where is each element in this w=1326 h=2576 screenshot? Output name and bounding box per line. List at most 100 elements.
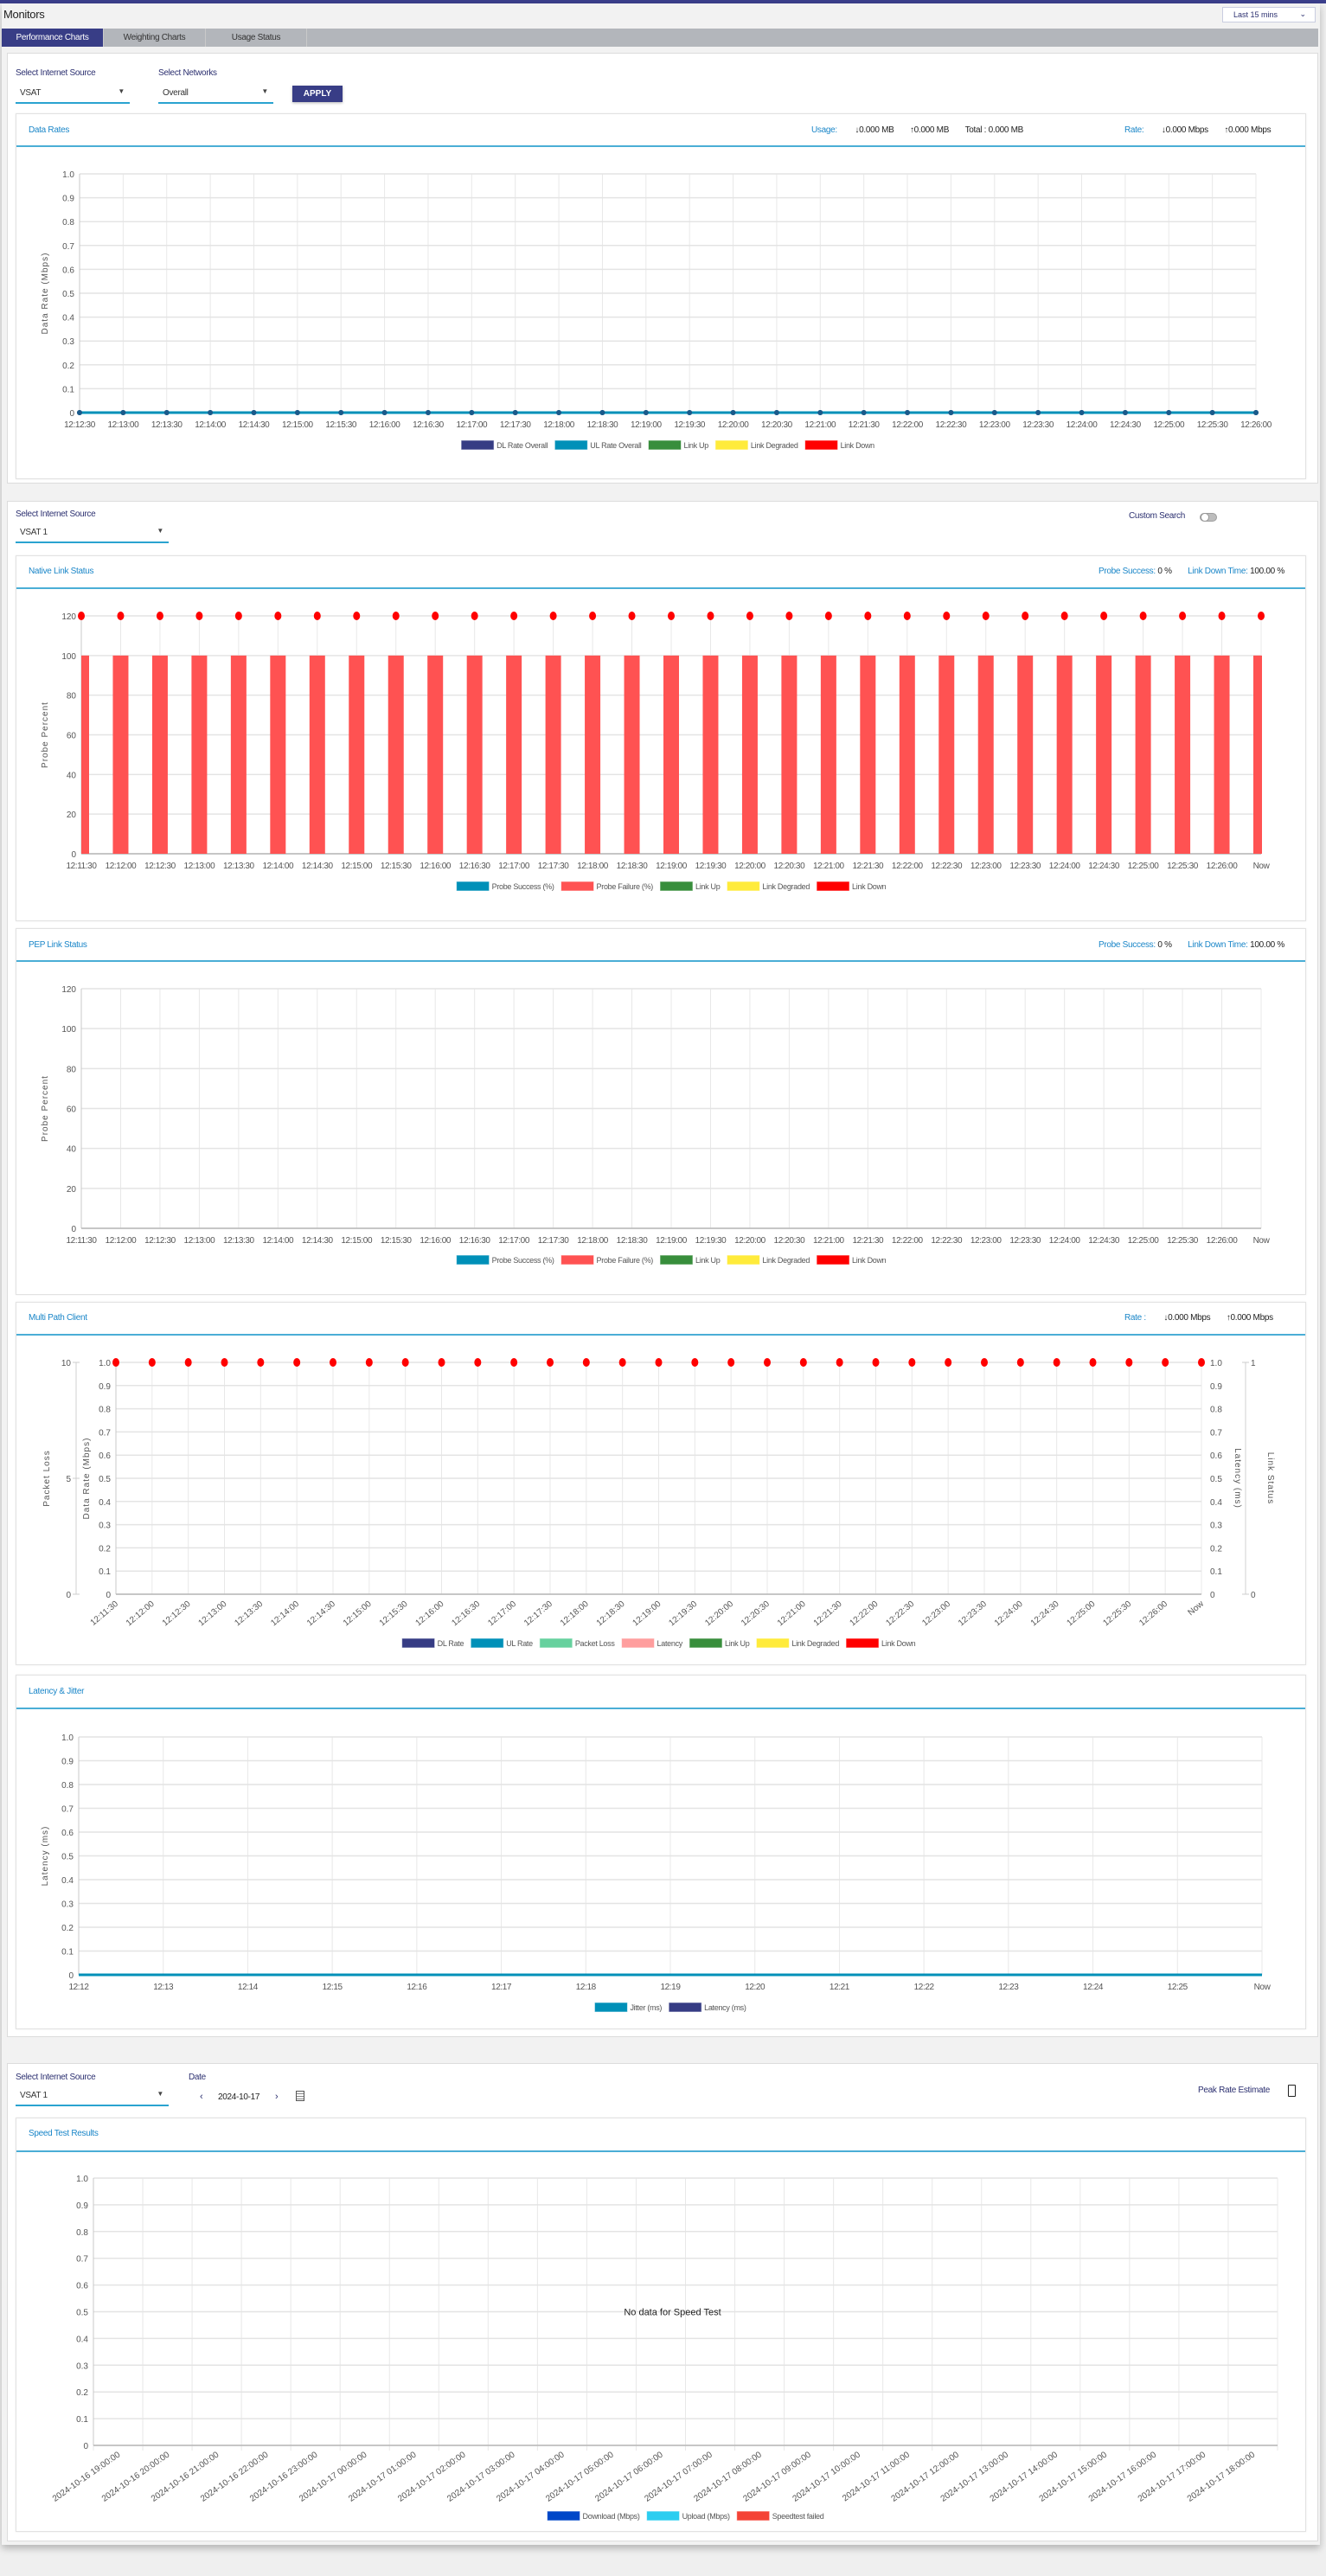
x-tick-label: 12:14:30 xyxy=(239,420,271,430)
bar xyxy=(230,655,247,854)
apply-button[interactable]: APPLY xyxy=(292,86,343,102)
link-source-select[interactable]: VSAT 1 ▼ xyxy=(16,522,169,543)
x-tick-label: 12:15 xyxy=(323,1983,343,1992)
x-tick-label: 12:21:30 xyxy=(849,420,881,430)
link-down-marker xyxy=(1022,612,1029,620)
y-tick-label: 80 xyxy=(67,692,77,702)
legend-swatch xyxy=(593,2002,628,2013)
y-tick-label: 0.8 xyxy=(62,218,74,227)
link-down-marker xyxy=(330,1358,336,1367)
x-tick-label: 12:16 xyxy=(407,1983,427,1992)
legend-swatch xyxy=(726,881,760,892)
legend-swatch xyxy=(668,2002,702,2013)
legend-label: Download (Mbps) xyxy=(583,2512,640,2521)
y-tick-label: 0.5 xyxy=(62,290,74,299)
link-down-marker xyxy=(872,1358,880,1367)
x-tick-label: 12:20:00 xyxy=(718,420,750,430)
y-tick-label: 100 xyxy=(61,652,76,662)
legend-label: Link Down xyxy=(852,882,887,891)
link-down-marker xyxy=(903,612,911,620)
prev-date-icon[interactable]: ‹ xyxy=(200,2092,203,2102)
legend-label: Link Down xyxy=(841,441,875,450)
chart-legend: Probe Success (%) Probe Failure (%) Link U… xyxy=(456,881,887,892)
extra-axis-tick-label: 10 xyxy=(61,1359,72,1368)
x-tick-label: 12:15:00 xyxy=(342,1599,374,1629)
y-tick-label: 0.5 xyxy=(99,1475,111,1484)
y-tick-label: 1.0 xyxy=(61,1733,74,1743)
y-tick-label: 0.2 xyxy=(62,362,74,371)
card-divider xyxy=(16,2150,1305,2152)
time-range-dropdown[interactable]: Last 15 mins ⌄ xyxy=(1222,7,1316,22)
y-tick-label: 0.7 xyxy=(76,2255,88,2265)
x-tick-label: 12:17:00 xyxy=(456,420,488,430)
x-tick-label: 12:19:00 xyxy=(656,1236,688,1246)
tab-performance-charts[interactable]: Performance Charts xyxy=(2,29,104,47)
next-date-icon[interactable]: › xyxy=(275,2092,279,2102)
extra-axis-tick-label: 0 xyxy=(66,1591,71,1600)
legend-swatch xyxy=(561,1254,595,1266)
x-tick-label: 12:20:00 xyxy=(734,1236,766,1246)
chart-legend: DL Rate Overall UL Rate Overall Link Up Lin… xyxy=(460,439,875,451)
custom-search-toggle[interactable] xyxy=(1200,513,1217,522)
data-point xyxy=(163,410,170,415)
networks-select[interactable]: Overall ▼ xyxy=(158,83,273,104)
data-point xyxy=(948,410,954,415)
x-tick-label: 12:13:30 xyxy=(151,420,183,430)
data-point xyxy=(425,410,431,415)
legend-label: Link Down xyxy=(881,1639,916,1648)
peak-rate-checkbox[interactable] xyxy=(1288,2085,1296,2097)
data-point xyxy=(208,410,214,415)
x-tick-label: 12:23 xyxy=(998,1983,1019,1992)
y-tick-label: 0 xyxy=(106,1591,111,1600)
x-tick-label: 12:26:00 xyxy=(1207,1236,1239,1246)
x-tick-label: 12:15:30 xyxy=(381,862,413,871)
x-tick-label: 12:21:00 xyxy=(776,1599,808,1629)
x-tick-label: 12:18:30 xyxy=(587,420,619,430)
x-tick-label: 12:17:00 xyxy=(498,862,530,871)
speed-source-select[interactable]: VSAT 1 ▼ xyxy=(16,2086,169,2106)
source-select[interactable]: VSAT ▼ xyxy=(16,83,130,104)
link-down-marker xyxy=(1089,1358,1097,1367)
x-tick-label: 12:25:30 xyxy=(1101,1599,1133,1629)
x-tick-label: 12:24:30 xyxy=(1029,1599,1061,1629)
bar xyxy=(1175,655,1191,854)
data-point xyxy=(861,410,867,415)
x-tick-label: 12:12:00 xyxy=(106,862,138,871)
speed-source-label: Select Internet Source xyxy=(16,2073,96,2082)
tab-weighting-charts[interactable]: Weighting Charts xyxy=(104,29,206,47)
link-down-marker xyxy=(257,1358,265,1367)
x-tick-label: 12:21:30 xyxy=(812,1599,844,1629)
data-point xyxy=(1035,410,1041,415)
x-tick-label: 12:21:00 xyxy=(804,420,836,430)
link-down-marker xyxy=(549,612,557,620)
x-tick-label: 12:19:30 xyxy=(695,1236,727,1246)
x-tick-label: 12:18:00 xyxy=(543,420,575,430)
x-tick-label: 12:21:30 xyxy=(852,1236,884,1246)
x-tick-label: 12:25:00 xyxy=(1153,420,1185,430)
card-divider xyxy=(16,145,1305,147)
calendar-icon[interactable] xyxy=(296,2091,304,2101)
link-down-marker xyxy=(112,1358,119,1367)
y-tick-label: 0.7 xyxy=(62,242,74,252)
link-down-marker xyxy=(184,1358,192,1367)
x-tick-label: 12:26:00 xyxy=(1207,862,1239,871)
x-tick-label: 12:12 xyxy=(68,1983,89,1992)
x-tick-label: 12:21:00 xyxy=(813,862,845,871)
extra-axis-title: Link Status xyxy=(1265,1452,1275,1504)
legend-label: Link Degraded xyxy=(762,1256,810,1265)
tab-usage-status[interactable]: Usage Status xyxy=(206,29,307,47)
link-down-label: Link Down Time: xyxy=(1188,567,1248,576)
link-down-marker xyxy=(313,612,321,620)
x-tick-label: 12:14:30 xyxy=(302,862,334,871)
link-down-marker xyxy=(1198,1358,1205,1367)
legend-label: Jitter (ms) xyxy=(630,2003,662,2012)
networks-select-value: Overall xyxy=(163,88,189,98)
native-chart: 0 20 40 60 80 100 120 12:11:30 12:12:00 12:12:30 1… xyxy=(41,612,1271,892)
rate-label: Rate : xyxy=(1124,1313,1146,1323)
link-down-marker xyxy=(117,612,125,620)
y-tick-label: 120 xyxy=(61,612,76,622)
card-divider xyxy=(16,960,1305,962)
legend-swatch xyxy=(726,1254,760,1266)
x-tick-label: Now xyxy=(1187,1599,1207,1618)
data-point xyxy=(1079,410,1085,415)
